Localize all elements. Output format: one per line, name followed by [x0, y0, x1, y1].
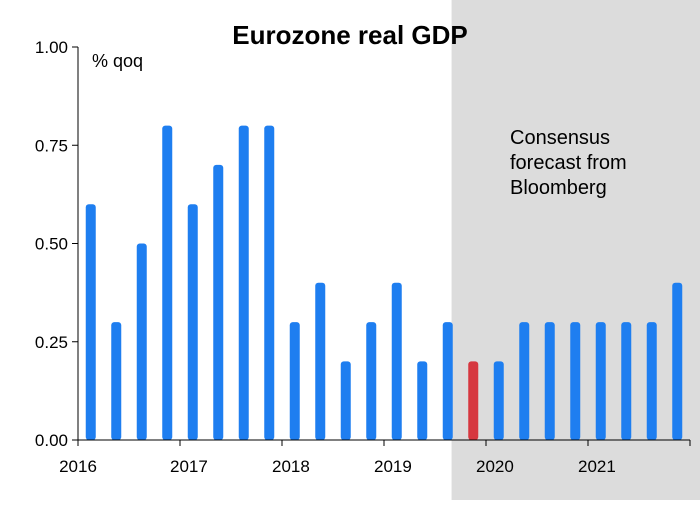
- bar-2020-q2: [519, 322, 530, 440]
- bar-2018-q2: [315, 282, 326, 440]
- bar-2016-q3: [136, 243, 147, 440]
- x-tick-label: 2019: [374, 457, 412, 476]
- bar-2017-q3: [238, 125, 249, 440]
- y-tick-label: 0.00: [35, 431, 68, 450]
- bar-2020-q1: [493, 361, 504, 440]
- bar-2019-q1: [391, 282, 402, 440]
- bar-series: [85, 125, 683, 440]
- bar-2017-q1: [187, 204, 198, 440]
- y-tick-label: 0.50: [35, 235, 68, 254]
- bar-2019-q4: [468, 361, 479, 440]
- y-tick-label: 0.25: [35, 333, 68, 352]
- bar-2018-q3: [340, 361, 351, 440]
- bar-2020-q4: [570, 322, 581, 440]
- x-tick-label: 2018: [272, 457, 310, 476]
- bar-2016-q2: [111, 322, 122, 440]
- bar-2019-q2: [417, 361, 428, 440]
- x-tick-label: 2016: [59, 457, 97, 476]
- chart-title: Eurozone real GDP: [232, 20, 468, 50]
- x-tick-label: 2017: [170, 457, 208, 476]
- bar-2020-q3: [544, 322, 555, 440]
- x-tick-label: 2020: [476, 457, 514, 476]
- bar-2017-q4: [264, 125, 275, 440]
- forecast-annotation-line-2: forecast from: [510, 152, 627, 174]
- bar-2017-q2: [213, 164, 224, 440]
- bar-2016-q1: [85, 204, 96, 440]
- forecast-annotation-line-1: Consensus: [510, 127, 610, 149]
- y-tick-label: 0.75: [35, 136, 68, 155]
- bar-2018-q4: [366, 322, 377, 440]
- bar-2019-q3: [442, 322, 453, 440]
- bar-2018-q1: [289, 322, 300, 440]
- y-axis-unit-label: % qoq: [92, 51, 143, 71]
- x-tick-label: 2021: [578, 457, 616, 476]
- bar-2016-q4: [162, 125, 173, 440]
- forecast-annotation-line-3: Bloomberg: [510, 177, 607, 199]
- bar-2021-q3: [646, 322, 657, 440]
- y-tick-label: 1.00: [35, 38, 68, 57]
- bar-2021-q1: [595, 322, 606, 440]
- x-axis-ticks: 2016 2017 2018 2019 2020 2021: [59, 440, 691, 476]
- bar-2021-q2: [621, 322, 632, 440]
- y-axis-ticks: 0.00 0.25 0.50 0.75 1.00: [35, 38, 78, 450]
- bar-2021-q4: [672, 282, 683, 440]
